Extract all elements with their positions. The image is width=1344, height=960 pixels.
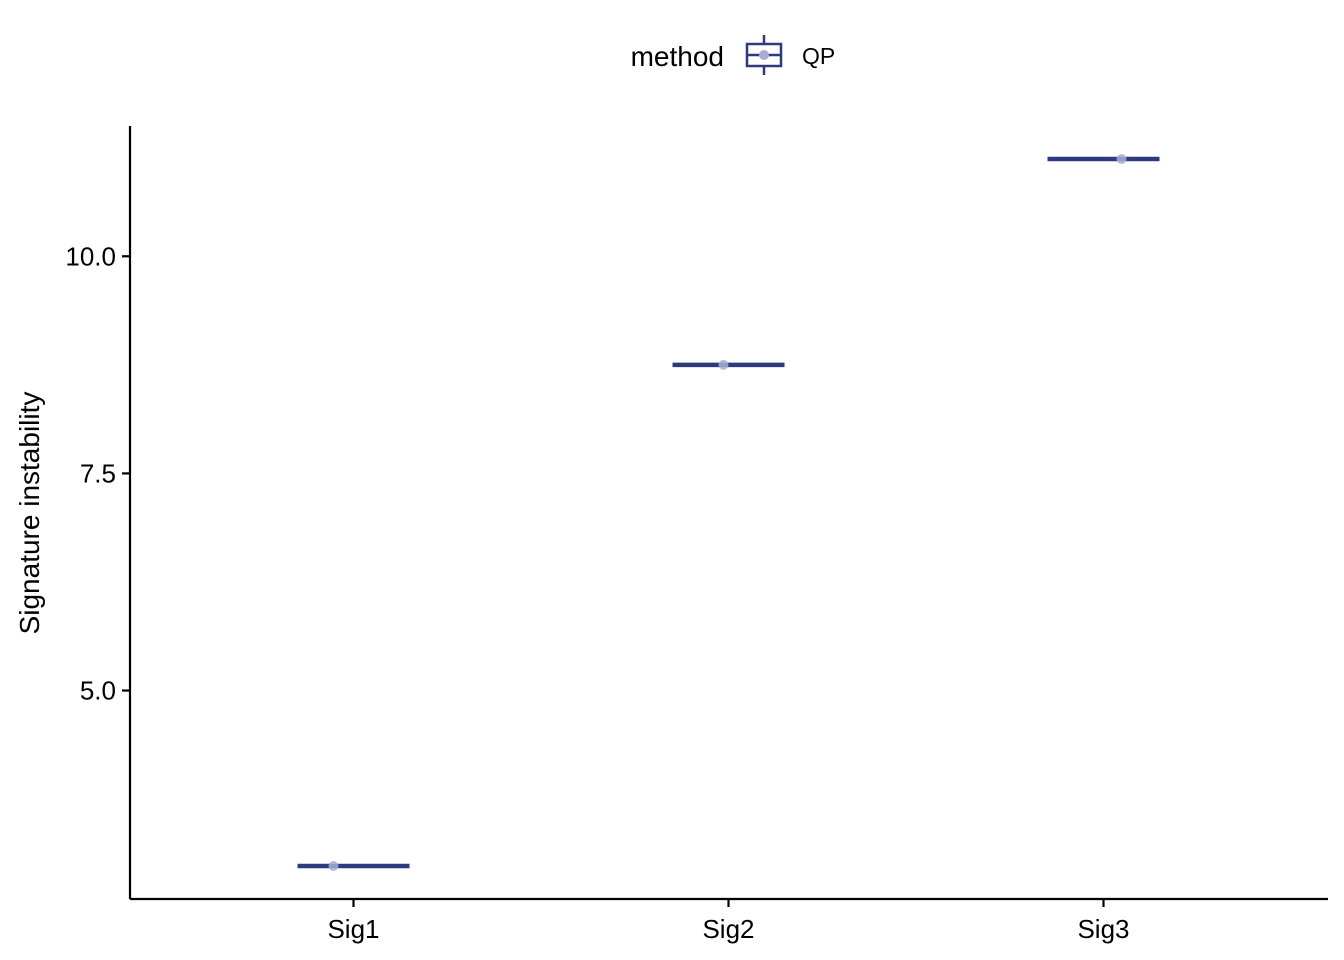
x-tick-label: Sig2 — [702, 914, 754, 944]
legend: method QP — [631, 35, 835, 75]
y-tick-label: 5.0 — [80, 676, 116, 706]
data-point-sig3 — [1116, 154, 1127, 165]
x-tick-label: Sig3 — [1077, 914, 1129, 944]
data-point-sig1 — [328, 860, 339, 871]
x-tick-label: Sig1 — [327, 914, 379, 944]
data-point-sig2 — [718, 359, 729, 370]
legend-key-point — [759, 50, 769, 60]
legend-title: method — [631, 41, 724, 72]
y-tick-label: 7.5 — [80, 458, 116, 488]
y-axis: 5.0 7.5 10.0 — [65, 126, 132, 899]
y-axis-title: Signature instability — [14, 392, 45, 635]
plot-marks — [297, 154, 1160, 871]
legend-label-qp: QP — [802, 43, 835, 69]
x-axis: Sig1 Sig2 Sig3 — [130, 897, 1328, 944]
y-tick-label: 10.0 — [65, 241, 116, 271]
legend-key-qp — [745, 35, 783, 75]
